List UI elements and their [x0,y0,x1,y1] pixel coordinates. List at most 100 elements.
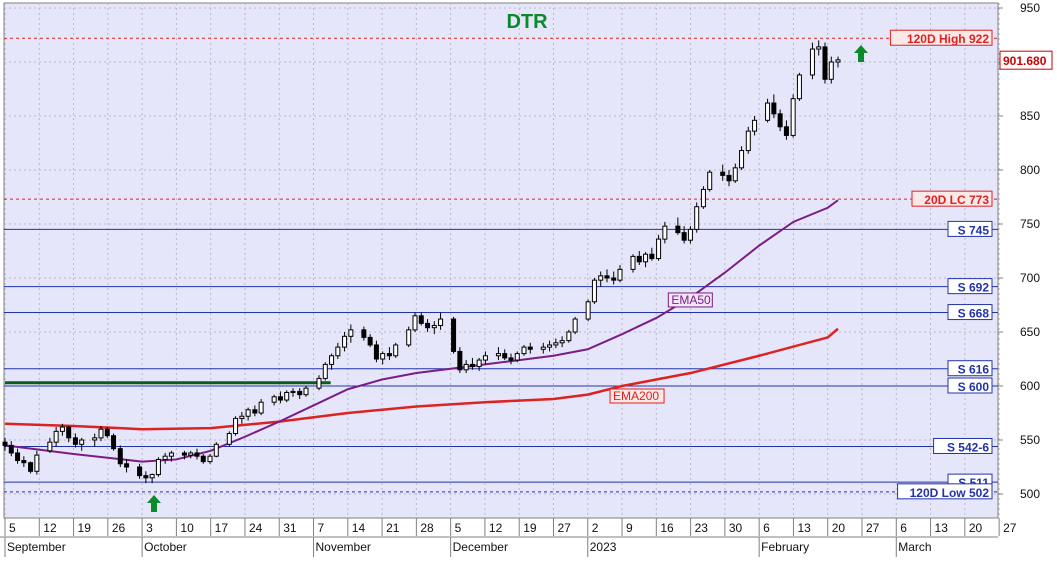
x-month-label: 2023 [590,540,617,554]
candle-body [566,331,572,342]
level-label-box [911,190,993,207]
level-label-box [947,304,993,321]
candle-body [732,167,738,182]
candle-body [649,253,655,260]
candle-body [412,315,418,331]
candle-body [457,350,463,371]
candle-body [469,363,475,368]
x-tick-label: 21 [386,521,400,535]
candle-body [540,346,546,350]
candle-body [316,377,322,389]
x-tick-label: 26 [112,521,126,535]
candle-body [226,433,232,445]
x-month-label: November [316,540,371,554]
candle-body [527,346,533,350]
x-tick-label: 24 [249,521,263,535]
candle-body [572,318,578,333]
candle-body [271,396,277,403]
x-month-label: September [7,540,66,554]
x-tick-label: 30 [729,521,743,535]
candle-body [431,325,437,329]
candle-body [72,437,78,445]
x-tick-label: 28 [420,521,434,535]
candle-body [598,275,604,281]
candle-body [367,336,373,346]
y-tick-label: 800 [1020,163,1040,177]
candle-body [28,462,34,472]
x-month-label: December [453,540,508,554]
x-tick-label: 5 [455,521,462,535]
candle-body [66,426,72,439]
x-tick-label: 13 [935,521,949,535]
up-arrow-icon [147,495,161,512]
candle-body [380,353,386,360]
candle-body [700,188,706,208]
x-tick-label: 19 [523,521,537,535]
candle-body [143,475,149,479]
candle-body [739,150,745,169]
y-tick-label: 700 [1020,271,1040,285]
annotations: EMA50 EMA200 [147,45,868,512]
ema200-label-box [609,388,665,404]
candle-body [835,59,841,63]
level-label: 120D High 922 [907,32,989,46]
x-tick-label: 6 [763,521,770,535]
candle-body [361,329,367,338]
candle-body [98,428,104,439]
plot-background [3,2,999,519]
candle-body [2,441,8,446]
candle-body [636,255,642,263]
x-tick-label: 27 [1003,521,1017,535]
x-month-label: March [898,540,931,554]
x-tick-label: 9 [626,521,633,535]
y-tick-label: 950 [1020,1,1040,15]
candle-body [771,102,777,115]
ema200-label: EMA200 [613,389,659,403]
candle-body [476,359,482,368]
x-tick-label: 2 [592,521,599,535]
x-tick-label: 7 [318,521,325,535]
candle-body [53,430,59,443]
candle-body [79,439,85,445]
candle-body [790,98,796,136]
level-label: S 600 [958,380,990,394]
candle-body [155,458,161,476]
level-label-box [889,29,993,46]
candle-body [168,452,174,457]
candle-body [630,255,636,270]
candle-body [21,460,27,464]
candle-body [111,435,117,450]
candle-body [783,126,789,136]
ema50-label: EMA50 [671,293,711,307]
x-tick-label: 16 [660,521,674,535]
candle-body [303,387,309,396]
candle-body [822,46,828,80]
x-tick-label: 3 [146,521,153,535]
chart-title: DTR [506,11,548,33]
level-label-box [947,360,993,377]
candle-body [124,463,130,468]
x-tick-label: 31 [283,521,297,535]
candle-body [482,355,488,361]
candle-body [329,355,335,365]
level-label: S 745 [958,223,990,237]
candle-body [252,409,258,414]
level-lines: 120D High 922 20D LC 773 S 745 S 692 S 668 S … [4,29,998,500]
candle-body [162,455,168,460]
candle-body [681,232,687,241]
y-tick-label: 550 [1020,433,1040,447]
candle-body [15,452,21,462]
candle-body [149,474,155,479]
ema200-line [4,327,839,431]
x-tick-label: 23 [695,521,709,535]
candle-body [643,253,649,263]
x-axis: 5 12 19 26 3 10 17 24 31 7 14 21 28 5 12 19 27 2 9 16 23 30 6 1… [0,518,1017,557]
candle-body [726,174,732,182]
candle-body [604,275,610,279]
candle-body [277,396,283,401]
candle-body [34,454,40,472]
x-tick-label: 20 [969,521,983,535]
x-tick-label: 13 [797,521,811,535]
candle-body [521,346,527,355]
